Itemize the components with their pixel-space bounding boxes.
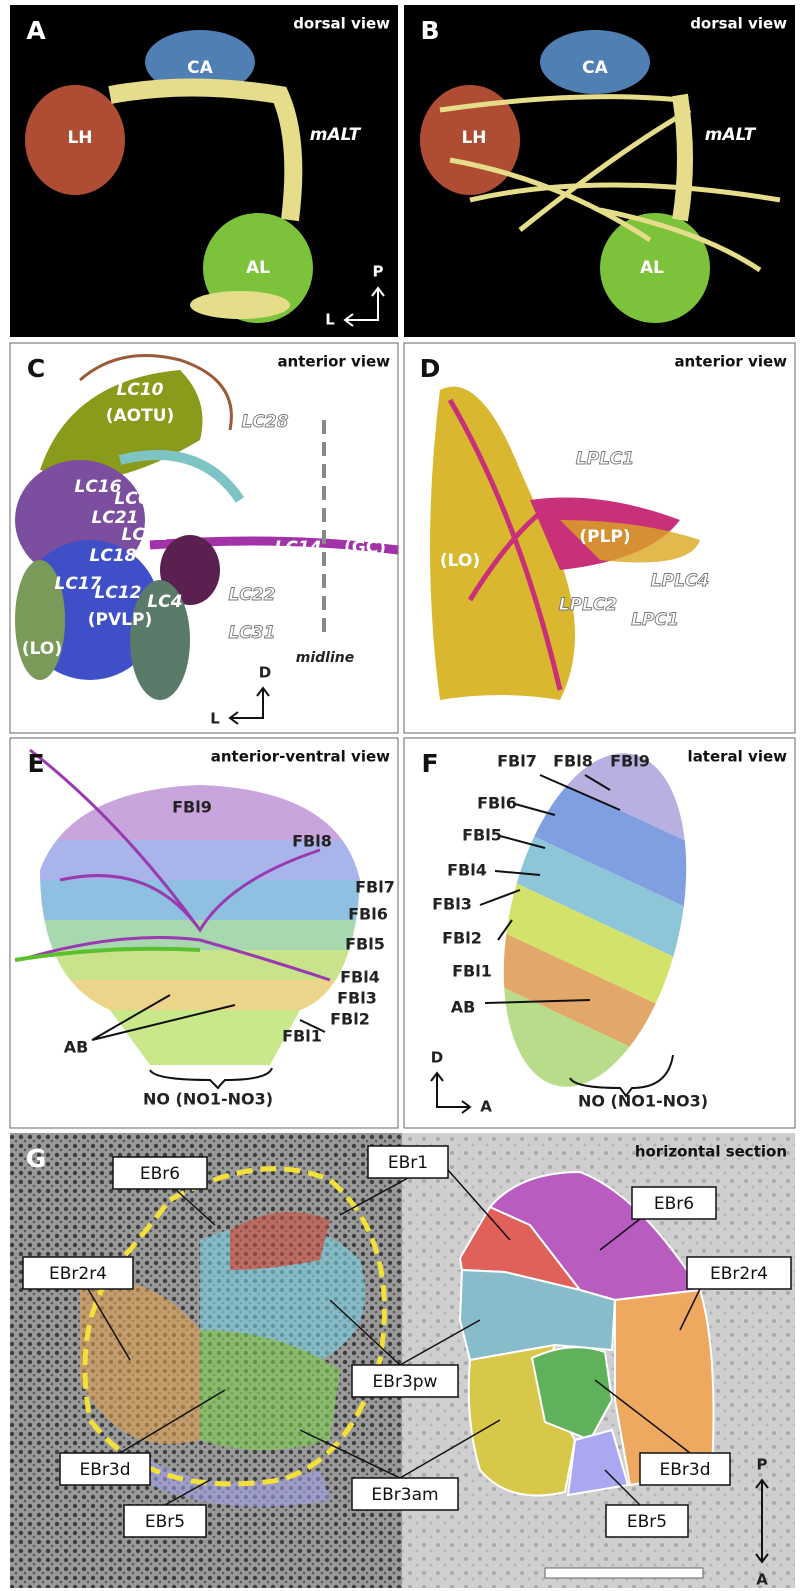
- structure-label: FBl4: [447, 861, 487, 880]
- region-label: EBr6: [654, 1194, 694, 1214]
- structure-label: FBl4: [340, 968, 380, 987]
- region-label: EBr5: [627, 1512, 667, 1532]
- panel-letter: D: [420, 354, 441, 383]
- structure-label: FBl8: [292, 832, 332, 851]
- structure-label: AL: [640, 258, 664, 278]
- region-label: EBr2r4: [49, 1264, 107, 1284]
- region-label: EBr5: [145, 1512, 185, 1532]
- structure-label: mALT: [705, 125, 757, 145]
- structure-label: (PVLP): [88, 610, 152, 630]
- body: {"panels": [ {"letter": "A", "view": "do…: [0, 0, 806, 1591]
- structure-label: LC6: [114, 489, 149, 509]
- structure-label: FBl5: [462, 826, 502, 845]
- structure-label: LC22: [229, 585, 276, 605]
- structure-label: LC31: [229, 623, 276, 643]
- structure-label: FBl3: [432, 895, 472, 914]
- view-label: anterior-ventral view: [211, 748, 390, 766]
- structure-label: FBl1: [282, 1027, 322, 1046]
- structure-label: LPLC2: [559, 595, 617, 615]
- region-label: EBr3am: [371, 1485, 438, 1505]
- structure-label: LC14: [275, 538, 322, 558]
- structure-label: LH: [461, 128, 486, 148]
- view-label: anterior view: [277, 353, 390, 371]
- region-label: EBr3d: [660, 1460, 711, 1480]
- region-label: EBr3d: [80, 1460, 131, 1480]
- structure-label: NO (NO1-NO3): [578, 1092, 708, 1111]
- scale-bar: [545, 1568, 703, 1578]
- structure-label: FBl3: [337, 989, 377, 1008]
- structure-label: midline: [296, 650, 354, 666]
- tract: [680, 95, 685, 220]
- axis-label: A: [480, 1098, 492, 1116]
- structure-label: LC10: [117, 380, 164, 400]
- axis-label: L: [325, 311, 335, 329]
- structure-label: AL: [246, 258, 270, 278]
- panel-letter: B: [420, 16, 439, 45]
- structure-label: LC4: [147, 592, 182, 612]
- structure-label: LC12: [95, 583, 142, 603]
- structure-label: CA: [582, 58, 608, 78]
- panel-letter: A: [26, 16, 46, 45]
- structure-label: FBl7: [497, 752, 537, 771]
- view-label: anterior view: [674, 353, 787, 371]
- structure-label: FBl9: [172, 798, 212, 817]
- axis-label: D: [259, 664, 271, 682]
- figure: Adorsal viewCALHmALTALPLBdorsal viewCALH…: [0, 0, 806, 1591]
- structure-label: LPC1: [631, 610, 679, 630]
- structure-label: (PLP): [579, 527, 630, 547]
- axis-label: A: [756, 1571, 768, 1589]
- view-label: dorsal view: [293, 15, 390, 33]
- axis-label: L: [210, 710, 220, 728]
- view-label: lateral view: [688, 748, 788, 766]
- structure-label: LC11: [122, 525, 169, 545]
- page: Figure body { margin: 0; background: #ff…: [0, 0, 806, 1591]
- view-label: horizontal section: [635, 1143, 787, 1161]
- structure-label: LPLC4: [651, 571, 709, 591]
- structure-label: FBl6: [348, 905, 388, 924]
- region-label: EBr2r4: [710, 1264, 768, 1284]
- axis-label: D: [431, 1049, 443, 1067]
- structure-label: FBl7: [355, 878, 395, 897]
- region-label: EBr1: [388, 1153, 428, 1173]
- panel-letter: G: [26, 1144, 47, 1173]
- axis-label: P: [373, 263, 384, 281]
- structure-label: LC28: [242, 412, 289, 432]
- structure-label: FBl6: [477, 794, 517, 813]
- structure-label: LC18: [90, 546, 137, 566]
- panel-letter: C: [27, 354, 45, 383]
- structure-label: (LO): [22, 639, 62, 659]
- rect: [20, 880, 380, 920]
- panel-letter: F: [421, 749, 438, 778]
- region-label: EBr3pw: [373, 1372, 438, 1392]
- structure-label: FBl2: [330, 1010, 370, 1029]
- structure-label: LPLC1: [576, 449, 634, 469]
- structure-label: FBl8: [553, 752, 593, 771]
- structure-label: LH: [67, 128, 92, 148]
- structure-label: FBl2: [442, 929, 482, 948]
- view-label: dorsal view: [690, 15, 787, 33]
- structure-label: mALT: [310, 125, 362, 145]
- al-yellow: [190, 291, 290, 319]
- structure-label: (AOTU): [106, 406, 175, 426]
- axis-label: P: [757, 1456, 768, 1474]
- structure-label: NO (NO1-NO3): [143, 1090, 273, 1109]
- structure-label: (GC): [344, 538, 386, 558]
- structure-label: (LO): [440, 551, 480, 571]
- structure-label: LC9: [174, 506, 209, 526]
- structure-label: AB: [64, 1038, 89, 1057]
- panel-letter: E: [27, 749, 44, 778]
- structure-label: AB: [451, 998, 476, 1017]
- structure-label: FBl1: [452, 962, 492, 981]
- structure-label: FBl5: [345, 935, 385, 954]
- structure-label: FBl9: [610, 752, 650, 771]
- structure-label: CA: [187, 58, 213, 78]
- region-label: EBr6: [140, 1164, 180, 1184]
